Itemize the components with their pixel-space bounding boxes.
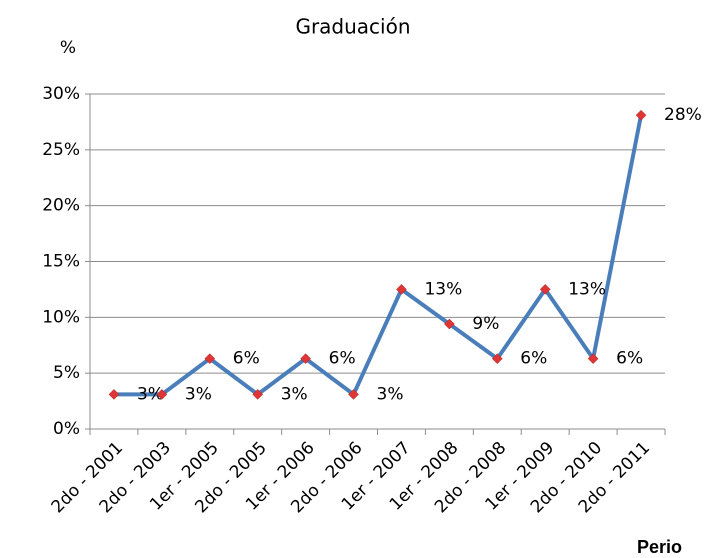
marker — [444, 318, 455, 330]
data-label: 13% — [568, 279, 606, 299]
marker — [348, 389, 359, 400]
data-label: 6% — [233, 349, 260, 369]
marker — [108, 389, 120, 400]
y-tick-label: 10% — [42, 307, 80, 327]
chart-title: Graduación — [295, 15, 410, 39]
data-label: 3% — [185, 384, 212, 404]
marker — [396, 284, 407, 295]
data-label: 28% — [664, 105, 702, 125]
marker — [156, 389, 168, 400]
y-tick-label: 0% — [53, 419, 80, 439]
line — [113, 114, 644, 397]
marker — [491, 353, 503, 365]
marker — [539, 284, 551, 295]
y-tick-label: 5% — [53, 363, 80, 383]
data-label: 6% — [329, 349, 356, 369]
data-label: 6% — [520, 349, 547, 369]
y-tick-label: 30% — [42, 84, 80, 104]
data-label: 3% — [137, 384, 164, 404]
marker — [635, 109, 647, 121]
marker — [252, 389, 264, 400]
data-label: 13% — [424, 279, 462, 299]
y-tick-label: 20% — [42, 196, 80, 216]
data-label: 6% — [616, 349, 643, 369]
marker — [300, 353, 311, 365]
data-label: 9% — [472, 314, 499, 334]
data-label: 3% — [377, 384, 404, 404]
y-tick-label: 25% — [42, 140, 80, 160]
x-axis-label: Perio — [637, 537, 682, 557]
y-tick-label: 15% — [42, 252, 80, 272]
marker — [204, 353, 216, 365]
marker — [587, 353, 599, 365]
y-axis-label: % — [60, 38, 76, 58]
data-label: 3% — [281, 384, 308, 404]
